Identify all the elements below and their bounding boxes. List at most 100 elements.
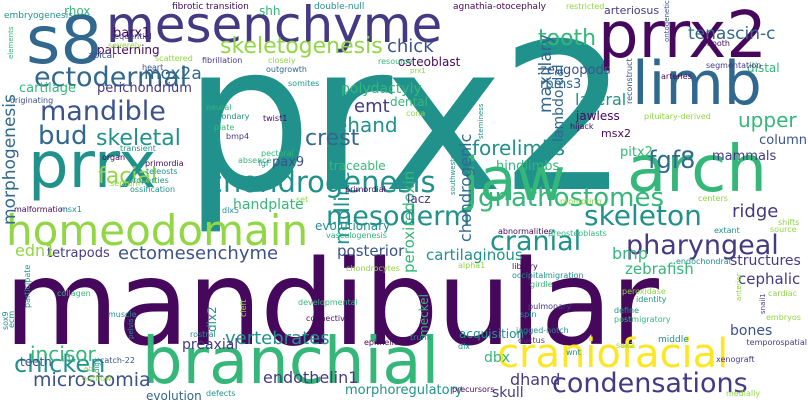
word: migration: [545, 271, 584, 280]
word: pharyngeal: [626, 230, 779, 261]
word: steminess: [477, 103, 485, 140]
word: transition: [206, 2, 249, 12]
word: shh: [259, 4, 281, 18]
word: cephalic: [738, 270, 801, 288]
word: pax9: [272, 155, 305, 170]
word: septum: [110, 179, 141, 188]
word: incisor: [30, 342, 96, 366]
word: condensations: [552, 368, 748, 399]
word: elements: [7, 26, 15, 59]
word: centers: [698, 194, 728, 203]
word: peroxidase: [622, 287, 666, 296]
word: restricted: [566, 2, 605, 11]
word: endothelin1: [263, 368, 359, 387]
word: cartilaginous: [426, 246, 523, 264]
word: morphoregulatory: [345, 383, 463, 398]
word: plate: [214, 123, 235, 132]
word: peroxiredoxin: [400, 170, 418, 273]
word: anterior: [735, 273, 743, 301]
word: jagged-notch: [516, 326, 569, 335]
word: somites: [288, 79, 320, 88]
word: sox9: [1, 311, 10, 330]
word: prrx: [28, 129, 157, 203]
word: agnathia-otocephaly: [453, 2, 546, 12]
word: fibrotic: [172, 2, 204, 12]
word: mesoderm: [326, 201, 471, 232]
word: upper: [738, 108, 797, 132]
word: middle: [658, 335, 689, 345]
word: ehand: [335, 113, 398, 137]
word: occipital: [512, 271, 546, 280]
word: bmp4: [226, 132, 250, 141]
word: teeth: [20, 355, 52, 369]
word: absence: [238, 156, 272, 165]
word: mandibular: [4, 234, 659, 372]
word: cartilage: [19, 81, 76, 96]
word: cona: [406, 109, 426, 118]
word: primordial: [345, 185, 386, 194]
word: msx1: [60, 205, 82, 214]
word: teleosts: [146, 167, 178, 176]
word: chondrocytes: [346, 264, 400, 273]
word: gnathostomes: [478, 183, 665, 213]
word: skull: [492, 385, 524, 401]
word: prompting: [560, 197, 602, 206]
word: twist1: [263, 114, 288, 123]
word: bones: [730, 323, 773, 339]
word: posterior: [337, 242, 405, 260]
word: chick: [387, 36, 434, 57]
word: patterning: [97, 43, 160, 57]
word: distal: [747, 61, 780, 75]
word: chicken: [14, 350, 106, 378]
word: postmigratory: [614, 315, 671, 324]
word: pectoral: [261, 149, 294, 158]
word: preosteoblasts: [548, 229, 607, 238]
word: embryogenesis: [4, 11, 73, 21]
word: ebs: [84, 365, 97, 373]
word: developmental: [298, 298, 358, 307]
word: mox2a: [144, 64, 202, 84]
word: meckel: [417, 294, 431, 337]
word: tenascin-c: [688, 24, 776, 44]
word: outgrowth: [266, 65, 307, 74]
word: vertebrates: [225, 328, 330, 349]
word: ridge: [732, 201, 779, 222]
word: set: [296, 195, 309, 204]
word: muscle: [108, 310, 137, 319]
word: fgf: [258, 159, 269, 168]
word: prrx2: [598, 0, 767, 73]
word: dental: [390, 95, 428, 109]
word: hindlimbs: [496, 159, 560, 174]
word: mesenchyme: [106, 0, 443, 54]
word: vasculogenesis: [326, 231, 387, 240]
word: ductus: [518, 336, 545, 345]
word: rbms3: [540, 77, 582, 92]
word: library: [512, 262, 538, 271]
word: extant: [714, 226, 740, 235]
word: lacz: [407, 192, 431, 206]
word: rostral: [190, 330, 216, 339]
word: fgf8: [648, 146, 696, 174]
word: dbx: [484, 350, 511, 366]
word: barx1: [113, 26, 151, 41]
word: resource: [378, 57, 413, 66]
word: temporospatial: [746, 338, 807, 347]
word: trunk: [410, 333, 432, 342]
word: malformation: [14, 205, 68, 214]
word: scattered: [155, 54, 193, 63]
word: southwestern: [449, 147, 457, 195]
word: secondary: [208, 112, 250, 121]
word: emt: [354, 96, 390, 117]
word: snail1: [759, 293, 767, 314]
word: perichondrium: [97, 81, 192, 96]
word: chondrogenic: [456, 133, 475, 242]
word: participate: [23, 264, 32, 308]
word: bud: [38, 121, 88, 151]
word: jawless: [576, 109, 620, 123]
word: structures: [730, 253, 801, 269]
word: severely: [108, 41, 142, 50]
word: polydactyly: [341, 81, 422, 97]
word: forelimbs: [472, 136, 566, 160]
word: organ: [102, 153, 126, 162]
word: skeletal: [96, 126, 181, 151]
